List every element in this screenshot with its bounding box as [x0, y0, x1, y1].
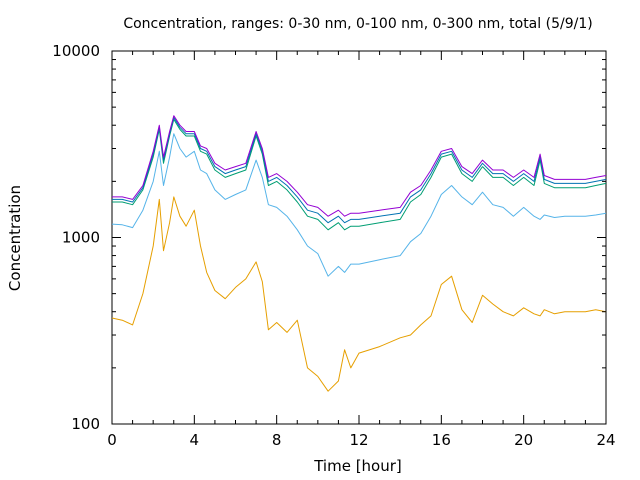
x-tick-label: 16 [432, 431, 451, 449]
y-tick-label: 1000 [62, 229, 100, 247]
ticks-layer: 0 4 8 12 16 20 24 100 1000 10000 [52, 42, 615, 449]
plot-frame [111, 50, 607, 425]
x-axis-label: Time [hour] [313, 457, 402, 475]
y-tick-label: 10000 [52, 42, 100, 60]
x-tick-label: 24 [596, 431, 615, 449]
series-line-4 [112, 117, 607, 224]
series-line-1 [111, 196, 607, 392]
x-tick-label: 8 [272, 431, 282, 449]
x-tick-label: 12 [349, 431, 368, 449]
series-line-3 [112, 118, 607, 231]
x-tick-label: 20 [514, 431, 533, 449]
x-tick-label: 4 [190, 431, 200, 449]
y-axis-label: Concentration [6, 185, 24, 291]
series-layer [111, 115, 607, 392]
chart-title: Concentration, ranges: 0-30 nm, 0-100 nm… [123, 16, 592, 32]
series-line-2 [111, 133, 607, 277]
series-line-5 [112, 115, 607, 217]
y-tick-label: 100 [71, 415, 100, 433]
x-tick-label: 0 [107, 431, 117, 449]
